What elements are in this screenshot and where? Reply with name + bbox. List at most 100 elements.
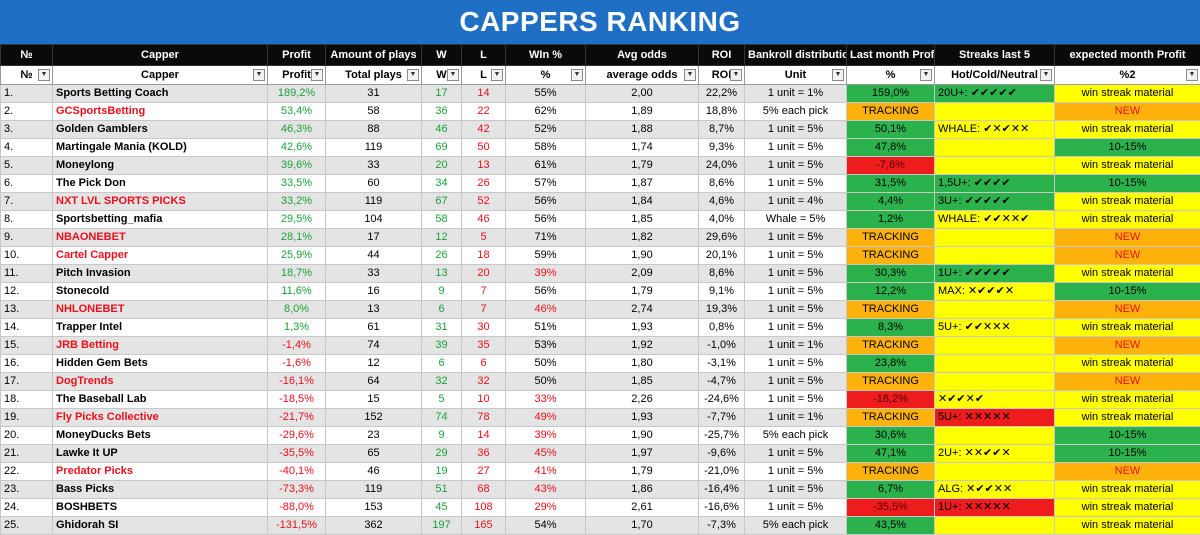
losses-cell: 78	[462, 409, 506, 427]
filter-dropdown-icon[interactable]: ▼	[407, 69, 419, 81]
filter-header: ROI▼	[699, 66, 745, 85]
bankroll-cell: 1 unit = 5%	[745, 121, 847, 139]
win-pct-cell: 45%	[506, 445, 586, 463]
filter-dropdown-icon[interactable]: ▼	[730, 69, 742, 81]
profit-cell: 28,1%	[268, 229, 326, 247]
avg-odds-cell: 1,93	[586, 319, 699, 337]
filter-dropdown-icon[interactable]: ▼	[447, 69, 459, 81]
plays-cell: 74	[326, 337, 422, 355]
streak-cell: 3U+: ✔✔✔✔✔	[935, 193, 1055, 211]
roi-cell: -7,7%	[699, 409, 745, 427]
wins-cell: 69	[422, 139, 462, 157]
bankroll-cell: 1 unit = 1%	[745, 85, 847, 103]
expected-cell: win streak material	[1055, 121, 1200, 139]
avg-odds-cell: 1,88	[586, 121, 699, 139]
filter-dropdown-icon[interactable]: ▼	[38, 69, 50, 81]
bankroll-cell: 5% each pick	[745, 103, 847, 121]
filter-dropdown-icon[interactable]: ▼	[684, 69, 696, 81]
bankroll-cell: 1 unit = 5%	[745, 319, 847, 337]
last-month-cell: TRACKING	[847, 247, 935, 265]
filter-header: average odds▼	[586, 66, 699, 85]
streak-cell	[935, 103, 1055, 121]
profit-cell: -1,4%	[268, 337, 326, 355]
rank-cell: 21.	[1, 445, 53, 463]
filter-dropdown-icon[interactable]: ▼	[832, 69, 844, 81]
capper-name: NHLONEBET	[53, 301, 268, 319]
win-pct-cell: 59%	[506, 247, 586, 265]
bankroll-cell: 1 unit = 5%	[745, 139, 847, 157]
losses-cell: 18	[462, 247, 506, 265]
filter-dropdown-icon[interactable]: ▼	[253, 69, 265, 81]
expected-cell: win streak material	[1055, 211, 1200, 229]
roi-cell: 9,3%	[699, 139, 745, 157]
filter-dropdown-icon[interactable]: ▼	[1186, 69, 1198, 81]
roi-cell: -16,4%	[699, 481, 745, 499]
filter-dropdown-icon[interactable]: ▼	[920, 69, 932, 81]
roi-cell: -7,3%	[699, 517, 745, 535]
capper-name: JRB Betting	[53, 337, 268, 355]
last-month-cell: TRACKING	[847, 409, 935, 427]
roi-cell: 8,6%	[699, 175, 745, 193]
roi-cell: -1,0%	[699, 337, 745, 355]
win-pct-cell: 54%	[506, 517, 586, 535]
capper-name: Cartel Capper	[53, 247, 268, 265]
bankroll-cell: 5% each pick	[745, 517, 847, 535]
plays-cell: 153	[326, 499, 422, 517]
filter-dropdown-icon[interactable]: ▼	[311, 69, 323, 81]
expected-cell: NEW	[1055, 103, 1200, 121]
losses-cell: 32	[462, 373, 506, 391]
rank-cell: 24.	[1, 499, 53, 517]
filter-dropdown-icon[interactable]: ▼	[1040, 69, 1052, 81]
expected-cell: 10-15%	[1055, 175, 1200, 193]
filter-header: Total plays▼	[326, 66, 422, 85]
profit-cell: -73,3%	[268, 481, 326, 499]
plays-cell: 31	[326, 85, 422, 103]
filter-dropdown-icon[interactable]: ▼	[571, 69, 583, 81]
rank-cell: 7.	[1, 193, 53, 211]
filter-header: Capper▼	[53, 66, 268, 85]
bankroll-cell: 1 unit = 5%	[745, 157, 847, 175]
rank-cell: 13.	[1, 301, 53, 319]
bankroll-cell: 5% each pick	[745, 427, 847, 445]
expected-cell: 10-15%	[1055, 283, 1200, 301]
wins-cell: 197	[422, 517, 462, 535]
filter-label: %	[886, 69, 896, 81]
filter-header: Unit▼	[745, 66, 847, 85]
expected-cell: NEW	[1055, 337, 1200, 355]
win-pct-cell: 53%	[506, 337, 586, 355]
last-month-cell: -7,6%	[847, 157, 935, 175]
expected-cell: NEW	[1055, 229, 1200, 247]
profit-cell: -88,0%	[268, 499, 326, 517]
rank-cell: 17.	[1, 373, 53, 391]
avg-odds-cell: 1,84	[586, 193, 699, 211]
capper-name: Hidden Gem Bets	[53, 355, 268, 373]
losses-cell: 35	[462, 337, 506, 355]
losses-cell: 13	[462, 157, 506, 175]
filter-dropdown-icon[interactable]: ▼	[491, 69, 503, 81]
